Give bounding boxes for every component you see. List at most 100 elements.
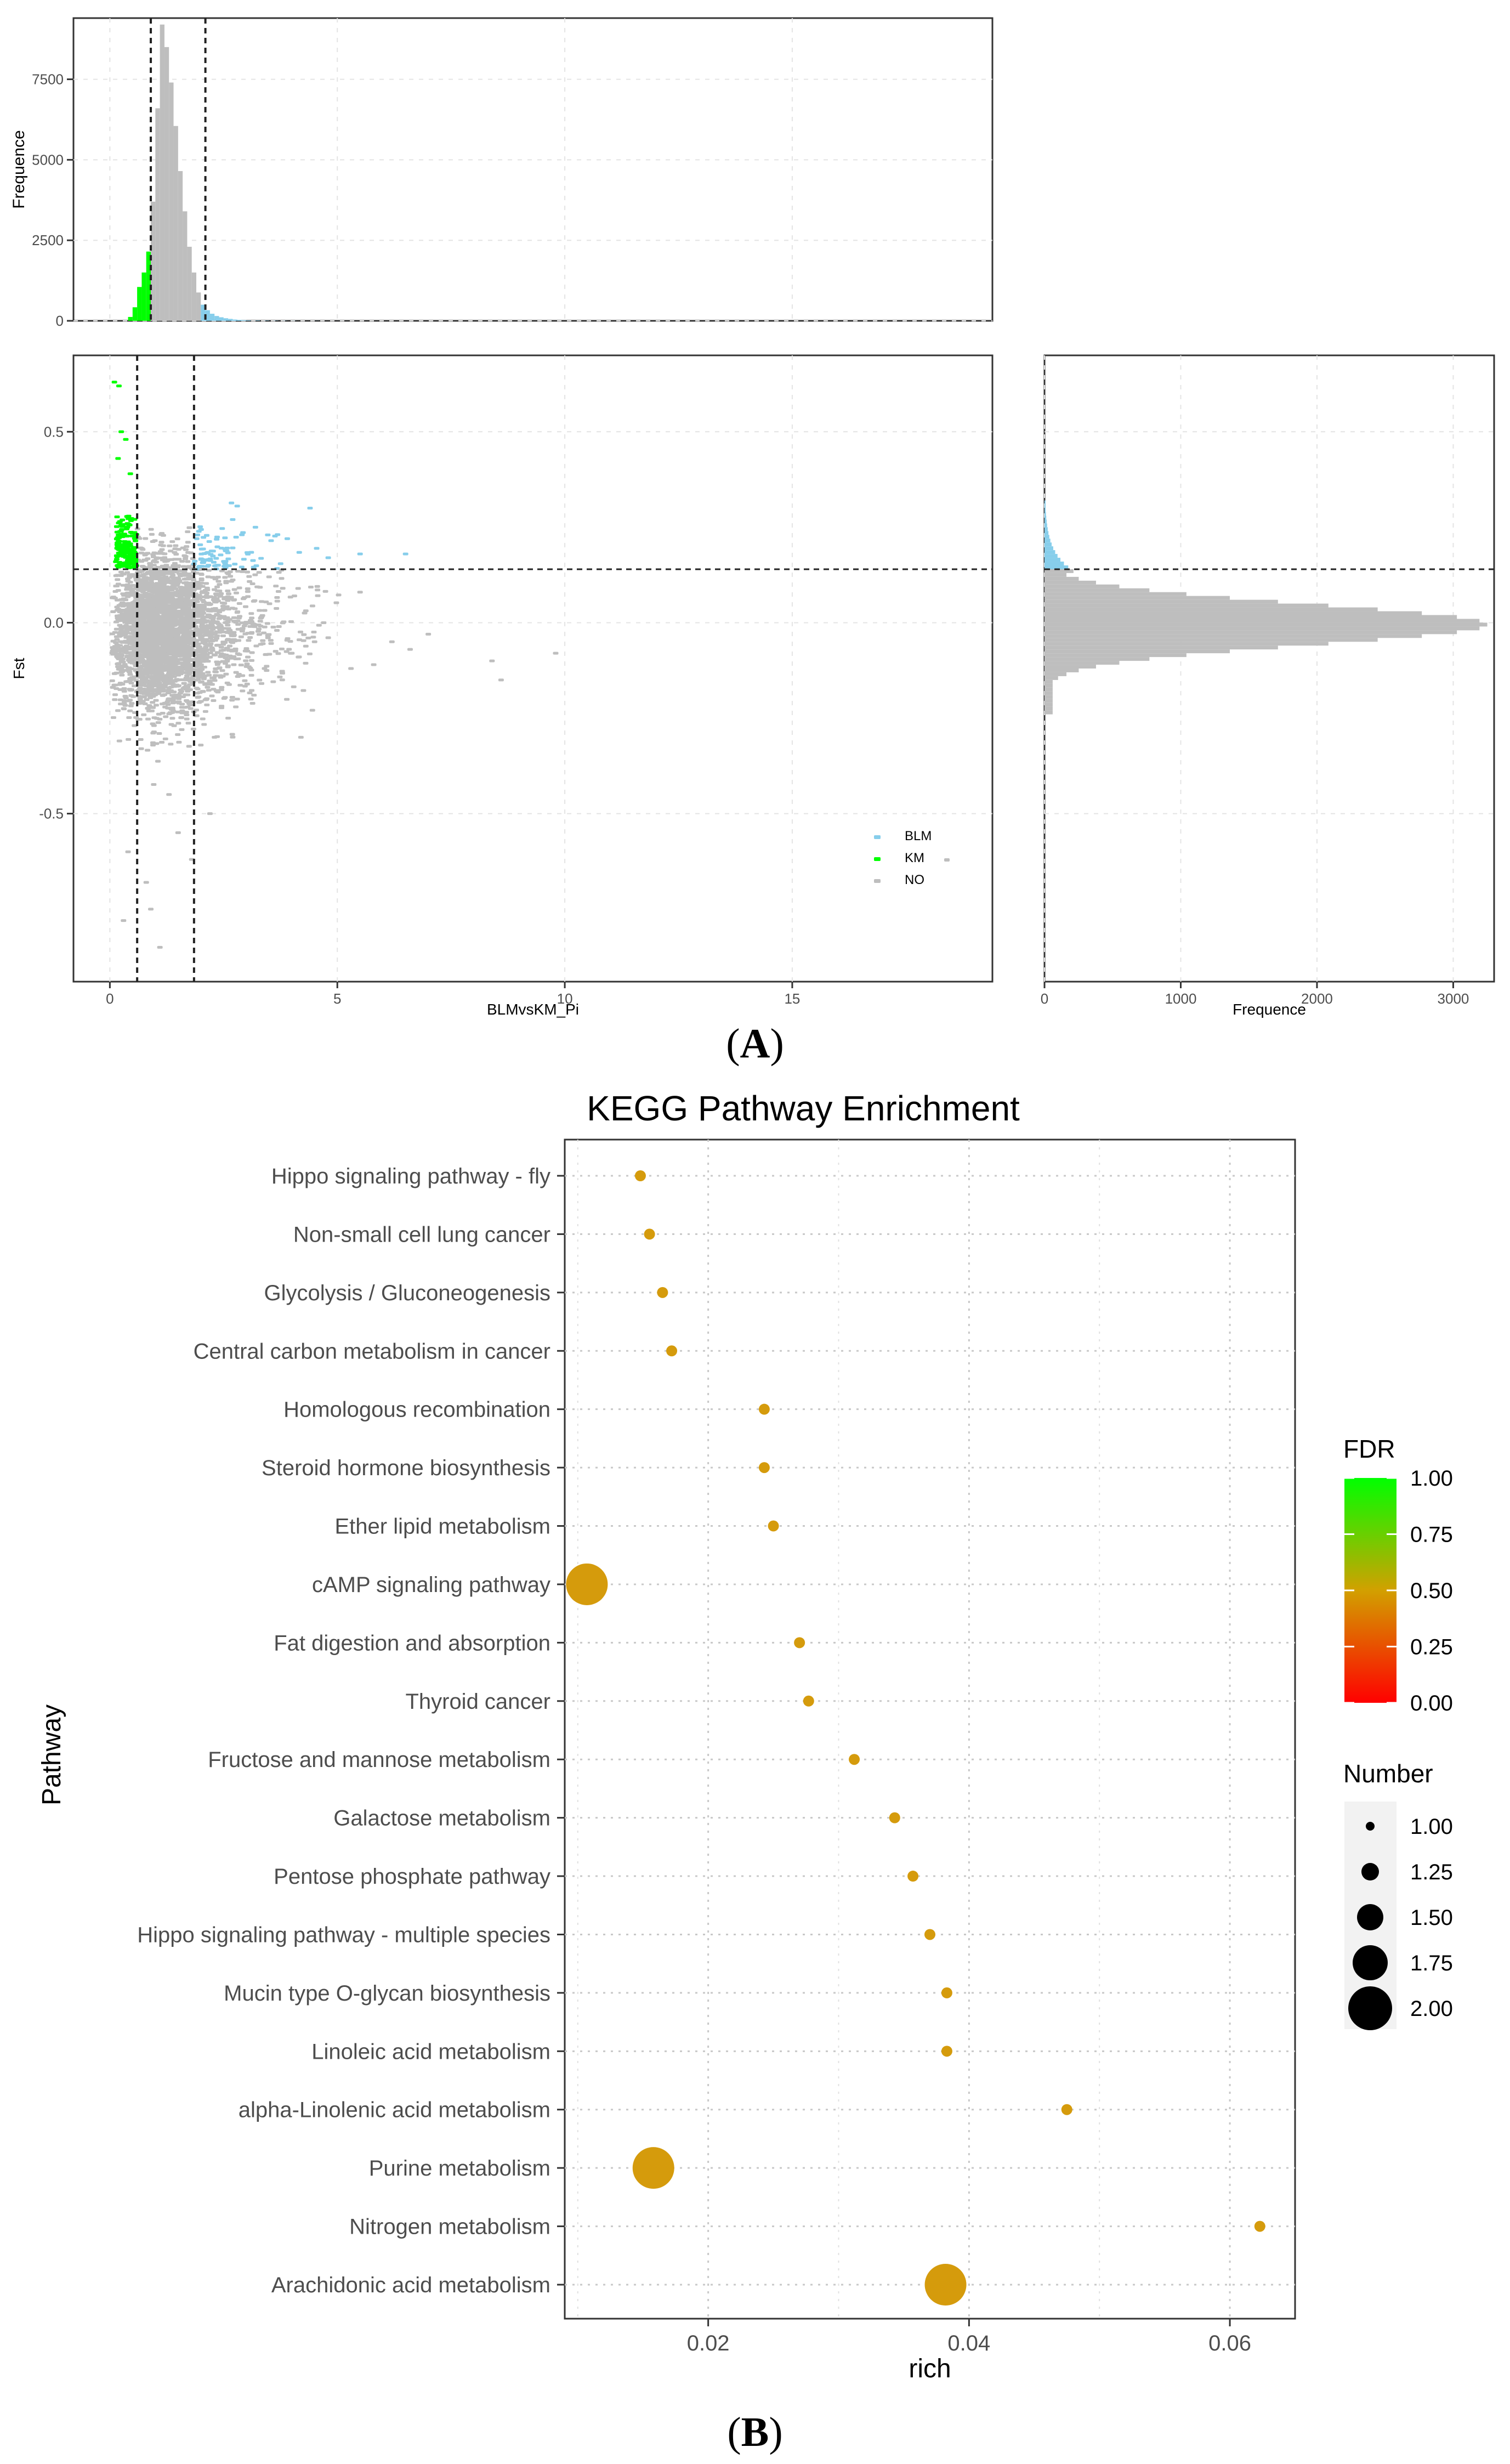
right-bar-14 xyxy=(1044,554,1058,558)
scatter-point-582 xyxy=(121,689,127,693)
scatter-point-3823 xyxy=(248,551,254,554)
scatter-point-2717 xyxy=(176,740,182,744)
scatter-point-497 xyxy=(252,625,258,628)
scatter-point-3612 xyxy=(321,621,327,624)
scatter-point-3470 xyxy=(194,659,200,662)
scatter-point-2375 xyxy=(186,671,192,675)
kegg-point-18 xyxy=(1254,2221,1265,2232)
scatter-point-891 xyxy=(273,585,279,588)
scatter-point-3813 xyxy=(296,551,302,554)
scatter-point-3480 xyxy=(130,618,136,621)
scatter-point-2625 xyxy=(117,624,123,627)
fst-pi-scatter: 0 5 10 15 -0.5 0.0 0.5 BLMvsKM_Pi Fst BLM KM NO xyxy=(10,354,994,1018)
scatter-point-388 xyxy=(209,646,215,649)
scatter-point-3608 xyxy=(407,648,413,651)
scatter-point-3527 xyxy=(218,688,224,692)
right-bar-52 xyxy=(1044,699,1053,703)
scatter-point-3586 xyxy=(166,698,172,701)
scatter-point-1254 xyxy=(129,702,135,705)
top-bar-11 xyxy=(178,171,183,321)
scatter-point-3341 xyxy=(176,658,182,661)
fdr-legend-title: FDR xyxy=(1343,1435,1395,1463)
scatter-point-3314 xyxy=(212,601,218,604)
scatter-point-93 xyxy=(206,689,212,692)
scatter-point-3308 xyxy=(144,599,150,603)
scatter-point-3302 xyxy=(123,680,129,683)
scatter-point-1100 xyxy=(115,574,121,577)
scatter-point-2677 xyxy=(233,705,239,709)
kegg-pathway-label-14: Mucin type O-glycan biosynthesis xyxy=(224,1981,550,2006)
scatter-point-3689 xyxy=(118,533,124,536)
kegg-pathway-label-4: Homologous recombination xyxy=(283,1398,550,1422)
scatter-point-3737 xyxy=(133,558,139,562)
scatter-point-2265 xyxy=(133,716,139,719)
scatter-point-1031 xyxy=(309,604,315,608)
scatter-point-2768 xyxy=(314,547,320,550)
scatter-point-2220 xyxy=(159,548,165,551)
scatter-point-3231 xyxy=(126,666,132,670)
scatter-point-1807 xyxy=(118,570,124,574)
right-bar-23 xyxy=(1044,588,1150,592)
scatter-point-3300 xyxy=(157,611,163,614)
kegg-xlabel: rich xyxy=(909,2354,951,2383)
scatter-point-2695 xyxy=(195,533,201,536)
top-bar-16 xyxy=(201,304,206,321)
scatter-point-3780 xyxy=(258,557,264,560)
scatter-point-3504 xyxy=(231,598,237,601)
scatter-point-3621 xyxy=(234,698,240,701)
scatter-point-3634 xyxy=(113,525,120,528)
scatter-point-3390 xyxy=(177,574,183,577)
scatter-point-3804 xyxy=(241,558,247,561)
scatter-point-3578 xyxy=(170,698,176,701)
scatter-point-3460 xyxy=(257,678,263,682)
scatter-point-2527 xyxy=(164,559,171,562)
scatter-point-2149 xyxy=(223,656,229,659)
scatter-point-1635 xyxy=(207,679,213,683)
scatter-point-1325 xyxy=(202,683,208,686)
scatter-point-3087 xyxy=(220,643,226,646)
scatter-point-2513 xyxy=(261,631,267,635)
scatter-point-3694 xyxy=(130,565,137,569)
number-legend-ticks: 1.00 1.25 1.50 1.75 2.00 xyxy=(1348,1815,1453,2030)
legend-label-blm: BLM xyxy=(905,829,932,843)
scatter-point-661 xyxy=(212,679,218,682)
scatter-point-3529 xyxy=(273,650,279,653)
scatter-point-1816 xyxy=(256,627,262,631)
scatter-point-2606 xyxy=(160,608,166,611)
scatter-point-71 xyxy=(229,696,235,699)
scatter-point-3090 xyxy=(184,654,190,658)
scatter-point-3453 xyxy=(146,660,152,664)
scatter-point-3069 xyxy=(168,707,174,711)
scatter-point-3537 xyxy=(182,635,188,638)
scatter-point-3486 xyxy=(188,667,194,671)
scatter-point-681 xyxy=(235,675,241,678)
right-bar-25 xyxy=(1044,596,1230,600)
scatter-point-3428 xyxy=(183,577,189,580)
scatter-point-3148 xyxy=(203,594,209,598)
scatter-point-3557 xyxy=(140,608,146,611)
scatter-point-3443 xyxy=(110,646,116,649)
scatter-point-3113 xyxy=(171,608,177,611)
kegg-ylabel: Pathway xyxy=(37,1704,66,1805)
scatter-point-3256 xyxy=(119,673,125,677)
scatter-point-3755 xyxy=(118,563,124,566)
scatter-point-3472 xyxy=(147,566,154,569)
kegg-xtick-label-1: 0.04 xyxy=(947,2331,990,2355)
scatter-point-2982 xyxy=(148,579,154,582)
top-bar-24 xyxy=(237,320,242,321)
top-hist-ylabel: Frequence xyxy=(10,130,28,208)
top-bar-8 xyxy=(164,47,169,321)
scatter-point-3791 xyxy=(200,561,206,564)
scatter-point-2976 xyxy=(258,625,264,628)
scatter-point-1784 xyxy=(220,604,226,608)
kegg-pathway-label-11: Galactose metabolism xyxy=(333,1806,550,1831)
scatter-point-3829 xyxy=(206,540,212,543)
scatter-point-256 xyxy=(231,663,237,666)
scatter-point-3587 xyxy=(204,591,210,594)
scatter-point-863 xyxy=(149,533,155,536)
scatter-point-3609 xyxy=(489,659,495,662)
kegg-pathway-label-16: alpha-Linolenic acid metabolism xyxy=(239,2098,550,2122)
scatter-point-2005 xyxy=(236,615,242,618)
scatter-point-2305 xyxy=(122,619,128,622)
scatter-point-3790 xyxy=(200,547,206,551)
